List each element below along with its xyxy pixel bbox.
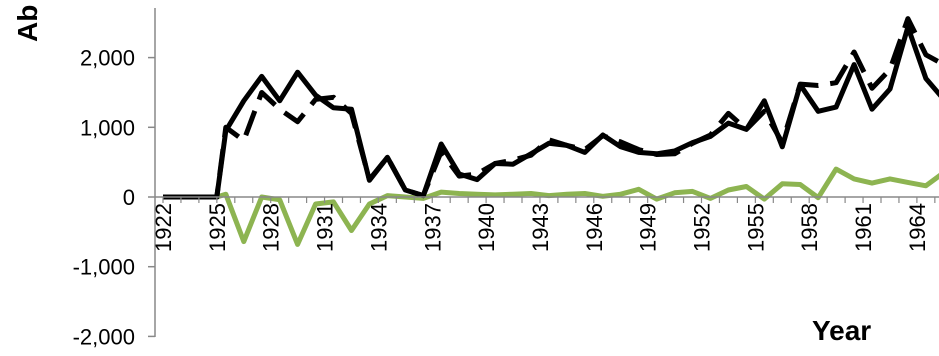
x-tick-label: 1955 bbox=[743, 203, 768, 252]
green-series-line bbox=[163, 166, 939, 247]
y-tick-label: -2,000 bbox=[73, 324, 135, 349]
x-tick-label: 1928 bbox=[259, 203, 284, 252]
y-tick-label: -1,000 bbox=[73, 255, 135, 280]
solid-black-series-line bbox=[163, 24, 939, 200]
x-tick-label: 1940 bbox=[474, 203, 499, 252]
y-tick-label: 2,000 bbox=[80, 46, 135, 71]
y-axis-ticks: -2,000 -1,000 0 1,000 2,000 bbox=[73, 46, 155, 349]
x-axis-title: Year bbox=[812, 315, 871, 346]
x-tick-label: 1934 bbox=[366, 203, 391, 252]
y-tick-label: 1,000 bbox=[80, 115, 135, 140]
x-tick-label: 1961 bbox=[851, 203, 876, 252]
x-tick-label: 1952 bbox=[690, 203, 715, 252]
x-tick-label: 1937 bbox=[420, 203, 445, 252]
x-tick-label: 1946 bbox=[582, 203, 607, 252]
x-tick-label: 1958 bbox=[797, 203, 822, 252]
y-axis-title: Ab bbox=[12, 5, 43, 42]
x-tick-label: 1922 bbox=[151, 203, 176, 252]
x-tick-label: 1949 bbox=[636, 203, 661, 252]
plot-lines bbox=[163, 16, 939, 247]
x-axis-ticks: 1922 1925 1928 1931 1934 1937 1940 1943 1946 1949… bbox=[151, 197, 936, 252]
x-tick-label: 1964 bbox=[905, 203, 930, 252]
x-tick-label: 1943 bbox=[528, 203, 553, 252]
x-tick-label: 1925 bbox=[205, 203, 230, 252]
y-tick-label: 0 bbox=[123, 185, 135, 210]
x-tick-label: 1931 bbox=[313, 203, 338, 252]
